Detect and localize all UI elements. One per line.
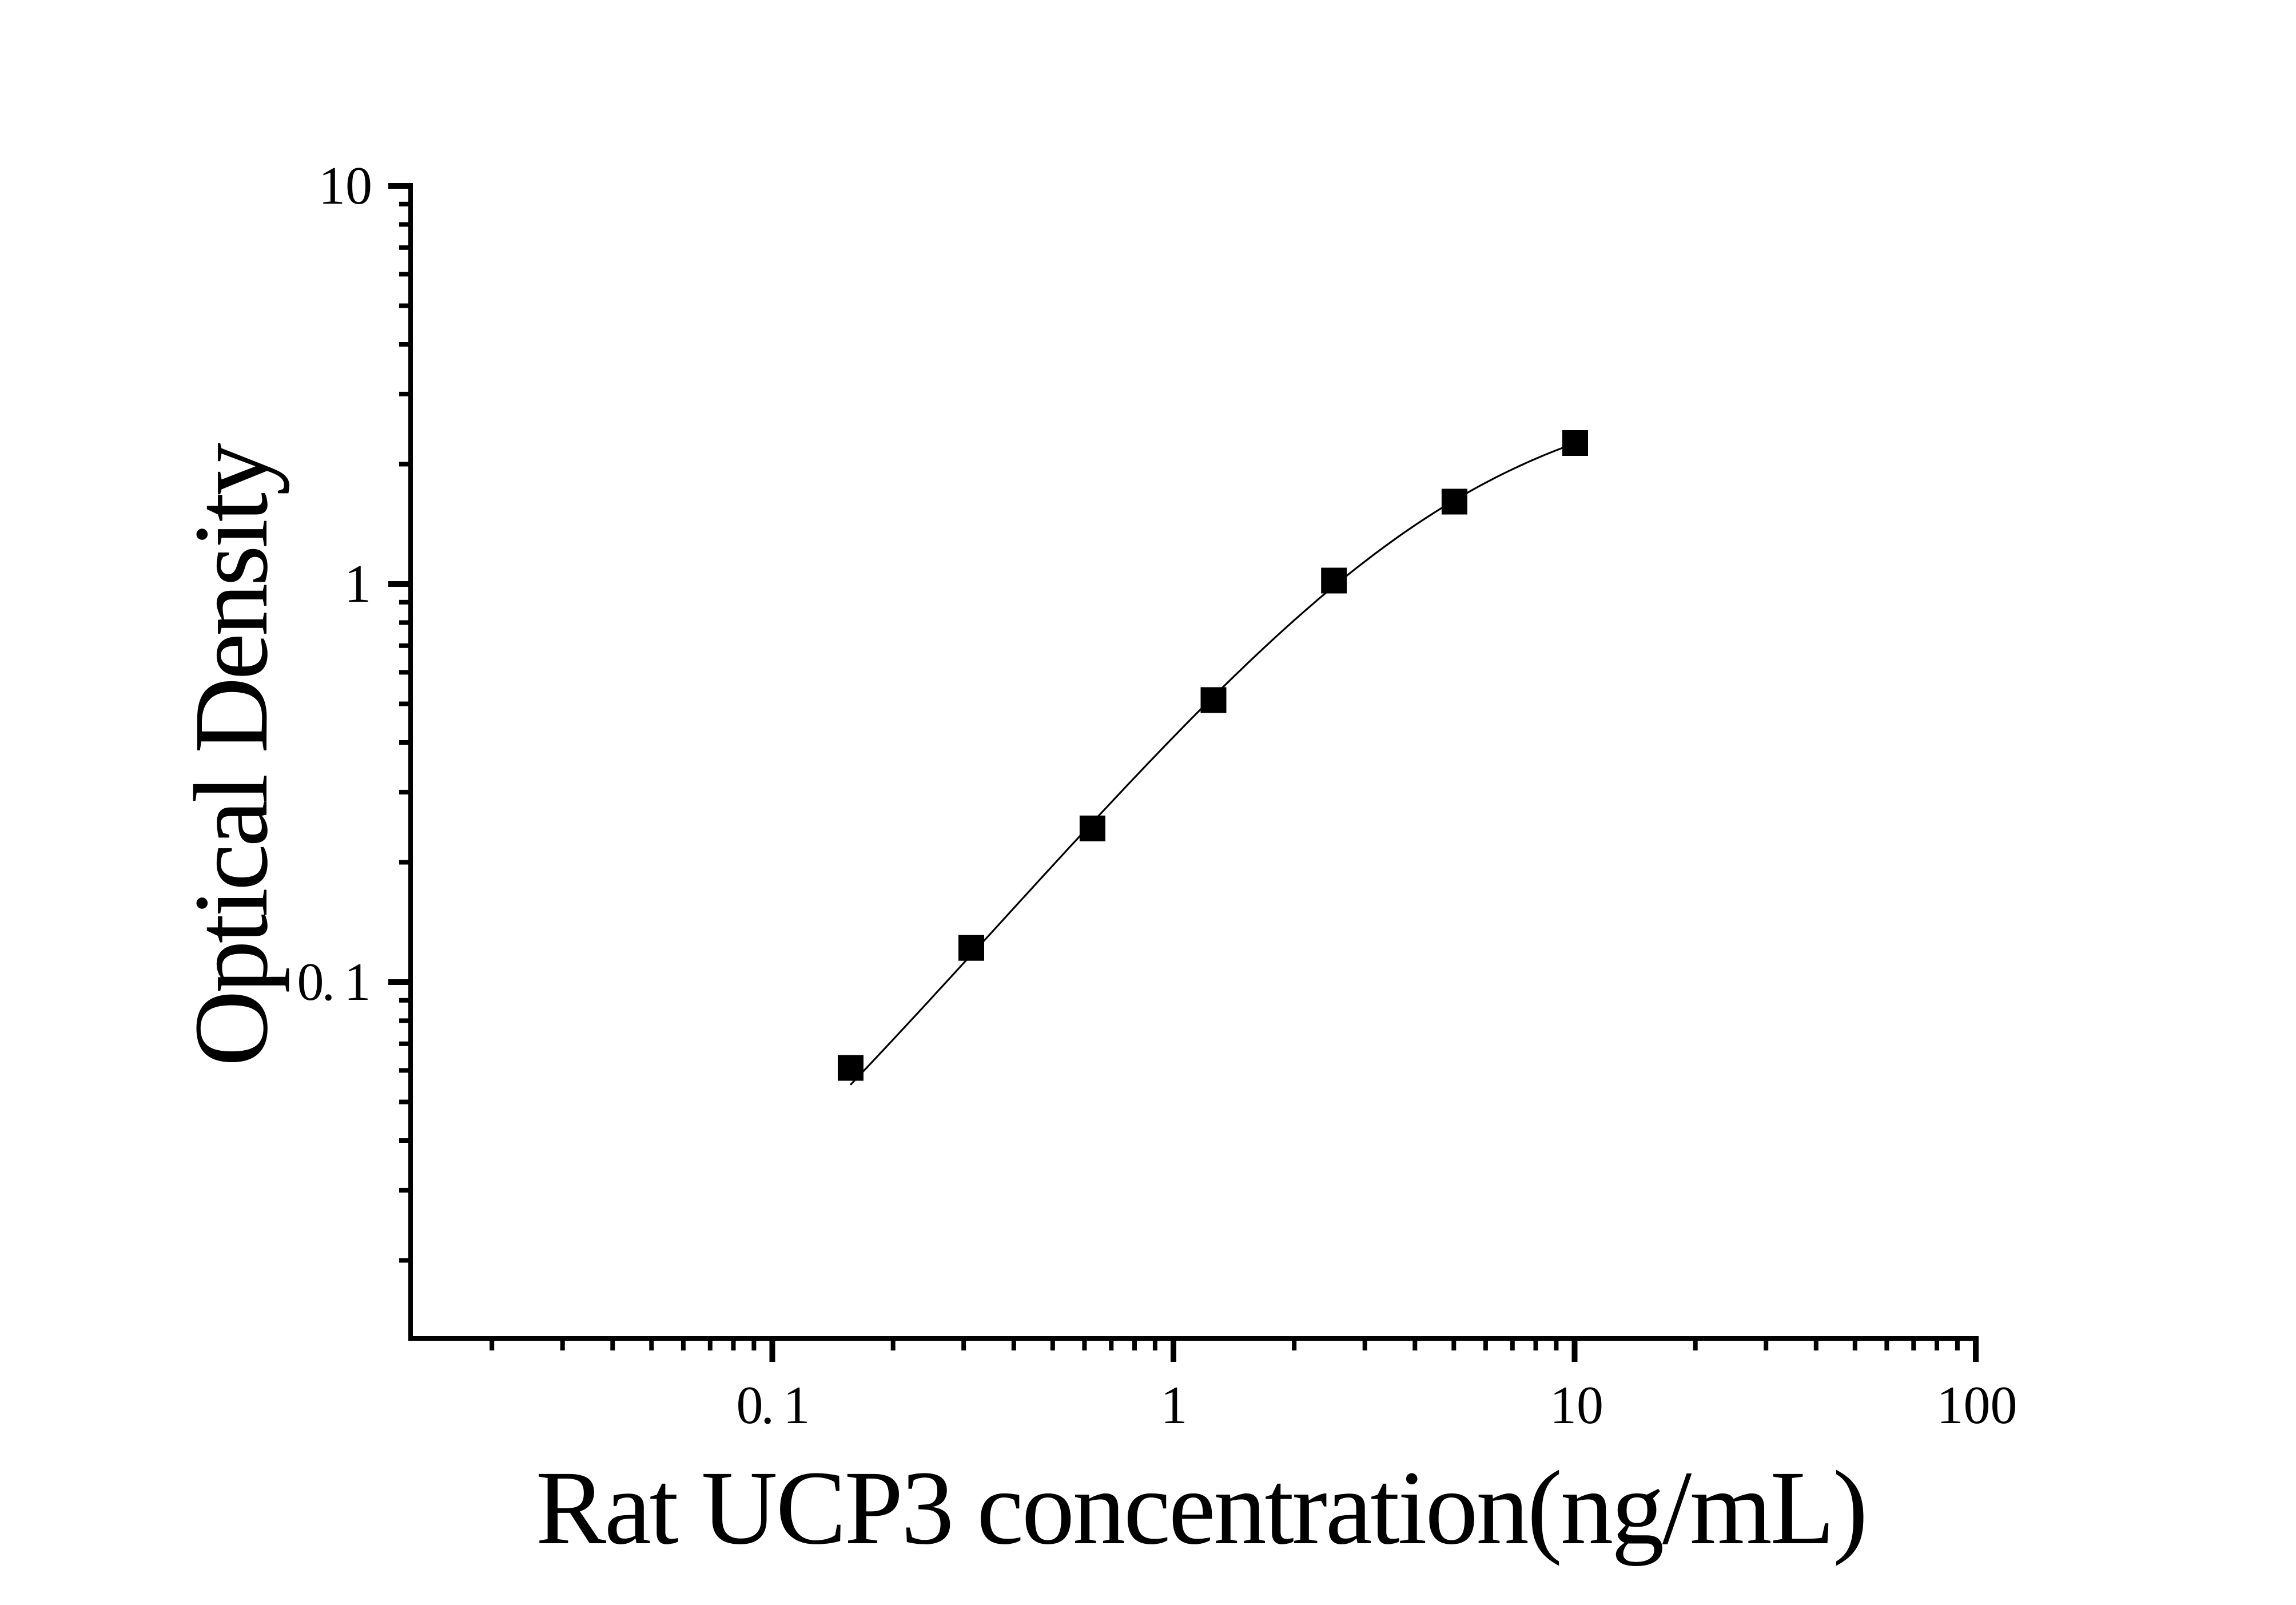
svg-text:1: 1: [344, 554, 371, 614]
svg-text:Optical Density: Optical Density: [173, 443, 290, 1066]
svg-text:100: 100: [1937, 1376, 2018, 1435]
svg-text:0. 1: 0. 1: [297, 952, 371, 1012]
svg-text:10: 10: [319, 156, 372, 216]
svg-text:0. 1: 0. 1: [737, 1376, 810, 1435]
svg-text:Rat UCP3 concentration(ng/mL): Rat UCP3 concentration(ng/mL): [536, 1449, 1866, 1567]
svg-text:10: 10: [1550, 1376, 1603, 1435]
svg-text:1: 1: [1161, 1376, 1188, 1435]
